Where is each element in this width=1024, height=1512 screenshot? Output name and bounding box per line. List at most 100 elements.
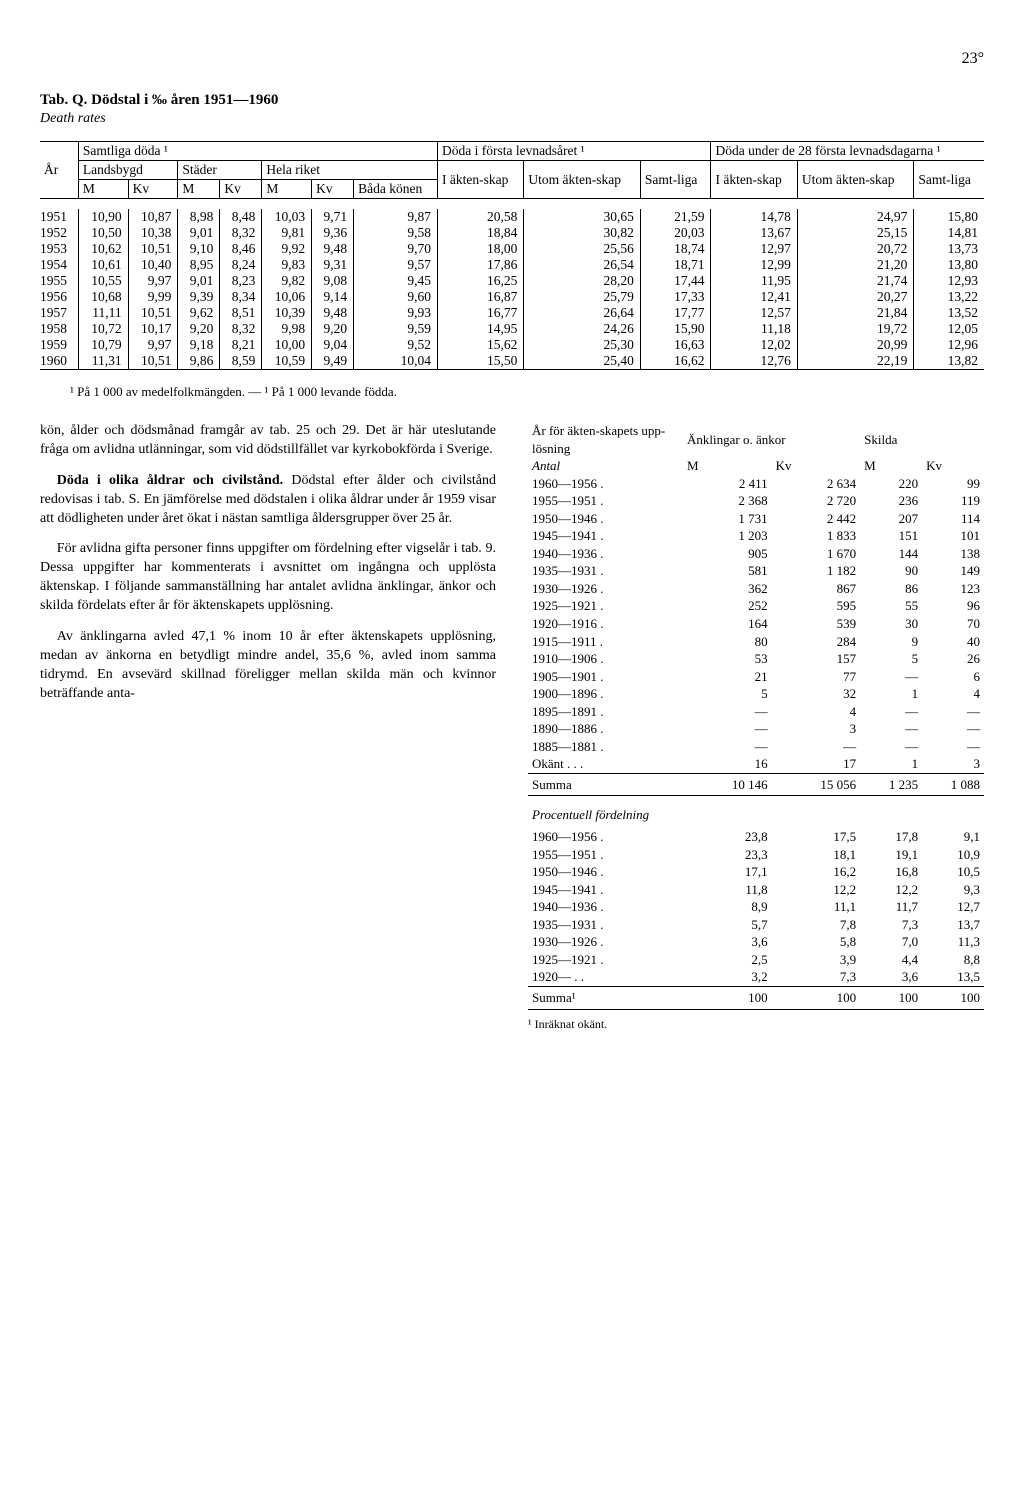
cell-value: 10,40 [128,257,178,273]
cell-value: 16,62 [640,353,711,370]
cell-value: 11,95 [711,273,797,289]
cell-value: 16,25 [437,273,523,289]
cell-year: 1957 [40,305,78,321]
cell-value: 12,93 [914,273,984,289]
rt-cell: 1940—1936 . [528,898,683,916]
rt-cell: 17,5 [772,828,861,846]
rt-cell: 2,5 [683,951,772,969]
cell-value: 15,90 [640,321,711,337]
rt-cell: — [922,720,984,738]
rt-cell: 1955—1951 . [528,846,683,864]
cell-value: 11,11 [78,305,128,321]
col-bada: Båda könen [354,180,438,199]
rt-cell: 8,9 [683,898,772,916]
death-rates-table: År Samtliga döda ¹ Döda i första levnads… [40,141,984,370]
cell-value: 9,71 [312,209,354,225]
rt-cell: 3,6 [683,933,772,951]
rt-cell: — [772,738,861,756]
cell-value: 9,97 [128,273,178,289]
rt-cell: 12,2 [772,881,861,899]
cell-year: 1954 [40,257,78,273]
col-forsta: Döda i första levnadsåret ¹ [437,142,710,161]
rt-cell: 3,2 [683,968,772,986]
rt-cell: — [683,703,772,721]
rt-cell: — [860,703,922,721]
cell-value: 16,77 [437,305,523,321]
cell-value: 9,36 [312,225,354,241]
col-utom2: Utom äkten-skap [797,161,914,199]
rt-cell: 2 411 [683,475,772,493]
cell-value: 25,56 [524,241,641,257]
rt-sum-b: 15 056 [772,773,861,796]
cell-value: 9,86 [178,353,220,370]
rt-cell: 157 [772,650,861,668]
rt-cell: 123 [922,580,984,598]
rt-cell: 1915—1911 . [528,633,683,651]
rt-cell: 18,1 [772,846,861,864]
cell-value: 12,02 [711,337,797,353]
col-landsbygd: Landsbygd [78,161,177,180]
rt-cell: 149 [922,562,984,580]
cell-value: 17,33 [640,289,711,305]
cell-value: 26,54 [524,257,641,273]
rt-cell: 1930—1926 . [528,933,683,951]
cell-value: 13,67 [711,225,797,241]
cell-value: 14,81 [914,225,984,241]
rt-cell: 9,1 [922,828,984,846]
cell-value: 10,51 [128,241,178,257]
cell-value: 24,26 [524,321,641,337]
cell-value: 16,63 [640,337,711,353]
col-iakten: I äkten-skap [437,161,523,199]
rt-cell: 90 [860,562,922,580]
col-m: M [262,180,312,199]
cell-value: 9,81 [262,225,312,241]
cell-value: 9,82 [262,273,312,289]
widow-table: År för äkten-skapets upp-lösning Änkling… [528,422,984,1010]
table-subtitle: Death rates [40,111,984,127]
cell-value: 26,64 [524,305,641,321]
cell-value: 15,50 [437,353,523,370]
rt-sum-y: Summa [528,773,683,796]
rt-cell: 1940—1936 . [528,545,683,563]
cell-value: 8,46 [220,241,262,257]
rt-cell: 32 [772,685,861,703]
rt-cell: 119 [922,492,984,510]
rt-m: M [860,457,922,475]
rt-cell: 70 [922,615,984,633]
para-3: För avlidna gifta personer finns uppgift… [40,540,496,616]
table-footnote-2: ¹ Inräknat okänt. [528,1016,984,1032]
rt-cell: 1920—1916 . [528,615,683,633]
cell-value: 9,48 [312,305,354,321]
rt-cell: 8,8 [922,951,984,969]
rt-cell: 1950—1946 . [528,863,683,881]
rt-cell: 1 [860,755,922,773]
rt-cell: 26 [922,650,984,668]
cell-value: 9,57 [354,257,438,273]
rt-cell: 164 [683,615,772,633]
cell-value: 9,04 [312,337,354,353]
cell-value: 25,79 [524,289,641,305]
cell-value: 25,30 [524,337,641,353]
rt-cell: 144 [860,545,922,563]
rt-cell: 17 [772,755,861,773]
cell-value: 9,39 [178,289,220,305]
cell-value: 9,98 [262,321,312,337]
cell-value: 9,45 [354,273,438,289]
rt-cell: 2 634 [772,475,861,493]
rt-cell: 10,9 [922,846,984,864]
col-utom: Utom äkten-skap [524,161,641,199]
cell-value: 10,51 [128,305,178,321]
col-year: År [40,142,78,199]
para-1: kön, ålder och dödsmånad framgår av tab.… [40,422,496,460]
rt-cell: 23,8 [683,828,772,846]
rt-cell: — [683,738,772,756]
rt-cell: 4,4 [860,951,922,969]
rt-cell: 11,7 [860,898,922,916]
cell-value: 9,01 [178,225,220,241]
cell-value: 12,05 [914,321,984,337]
cell-value: 25,40 [524,353,641,370]
cell-value: 10,62 [78,241,128,257]
rt-cell: 1945—1941 . [528,527,683,545]
rt-cell: 581 [683,562,772,580]
rt-sum2-y: Summa¹ [528,986,683,1009]
